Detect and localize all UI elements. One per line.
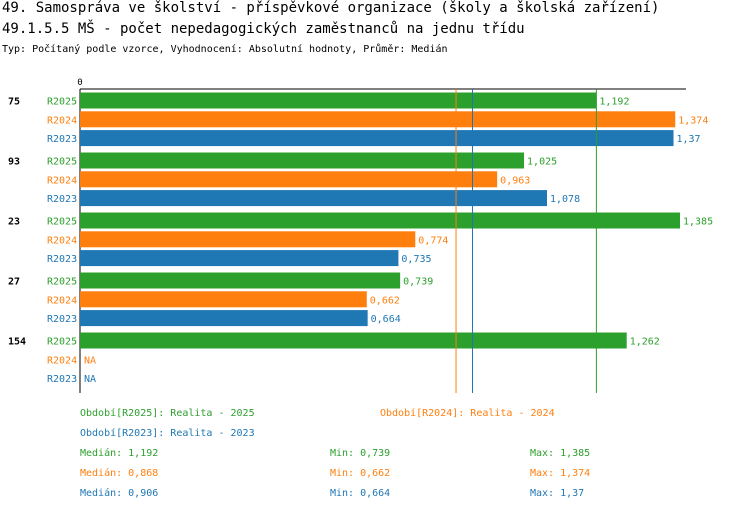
data-label: 1,192 <box>599 97 629 108</box>
stat-min-r2023: Min: 0,664 <box>330 488 391 499</box>
series-label: R2024 <box>47 115 77 126</box>
bar <box>80 130 674 147</box>
tick-label-zero: 0 <box>77 78 82 88</box>
stat-min-r2024: Min: 0,662 <box>330 468 391 479</box>
data-label: 0,664 <box>371 314 401 325</box>
data-label: 0,739 <box>403 277 433 288</box>
category-label: 23 <box>8 217 20 228</box>
data-label: 0,735 <box>401 254 431 265</box>
series-label: R2025 <box>47 217 77 228</box>
bar <box>80 111 676 128</box>
stat-median-r2024: Medián: 0,868 <box>80 468 159 479</box>
series-label: R2023 <box>47 254 77 265</box>
bar <box>80 212 680 229</box>
data-label: 1,078 <box>550 194 580 205</box>
series-label: R2023 <box>47 134 77 145</box>
data-label: 0,963 <box>500 175 530 186</box>
bar <box>80 92 597 109</box>
bar <box>80 272 401 289</box>
category-label: 27 <box>8 277 20 288</box>
data-label: NA <box>84 374 96 385</box>
data-label: 1,37 <box>677 134 701 145</box>
stat-max-r2023: Max: 1,37 <box>530 488 585 499</box>
bar-chart: 0 75 R2025 1,192 R2024 1,374 R2023 1,37 93 R2025 1… <box>8 78 713 393</box>
bar <box>80 250 399 267</box>
legend-period-r2023: Období[R2023]: Realita - 2023 <box>80 428 255 439</box>
series-label: R2025 <box>47 157 77 168</box>
series-label: R2025 <box>47 337 77 348</box>
series-label: R2023 <box>47 194 77 205</box>
series-label: R2025 <box>47 97 77 108</box>
bar <box>80 190 548 207</box>
bar <box>80 152 525 169</box>
data-label: 1,385 <box>683 217 713 228</box>
data-label: 1,025 <box>527 157 557 168</box>
stat-max-r2024: Max: 1,374 <box>530 468 591 479</box>
bar <box>80 231 416 248</box>
series-label: R2024 <box>47 175 77 186</box>
series-label: R2025 <box>47 277 77 288</box>
stat-max-r2025: Max: 1,385 <box>530 448 591 459</box>
category-label: 75 <box>8 97 20 108</box>
series-label: R2024 <box>47 295 77 306</box>
series-label: R2023 <box>47 314 77 325</box>
series-label: R2023 <box>47 374 77 385</box>
legend-period-r2025: Období[R2025]: Realita - 2025 <box>80 408 255 419</box>
category-label: 93 <box>8 157 20 168</box>
bar <box>80 291 367 308</box>
legend-period-r2024: Období[R2024]: Realita - 2024 <box>380 408 555 419</box>
data-label: 1,374 <box>678 115 708 126</box>
bar <box>80 332 627 349</box>
chart-subtitle: 49.1.5.5 MŠ - počet nepedagogických zamě… <box>2 21 525 37</box>
bar <box>80 171 498 188</box>
stat-median-r2023: Medián: 0,906 <box>80 488 159 499</box>
data-label: NA <box>84 355 96 366</box>
data-label: 1,262 <box>630 337 660 348</box>
category-label: 154 <box>8 337 26 348</box>
data-label: 0,774 <box>418 235 448 246</box>
chart-title: 49. Samospráva ve školství - příspěvkové… <box>2 0 660 16</box>
stat-min-r2025: Min: 0,739 <box>330 448 391 459</box>
chart-meta: Typ: Počítaný podle vzorce, Vyhodnocení:… <box>2 44 448 55</box>
data-label: 0,662 <box>370 295 400 306</box>
series-label: R2024 <box>47 235 77 246</box>
bar <box>80 310 368 327</box>
series-label: R2024 <box>47 355 77 366</box>
stat-median-r2025: Medián: 1,192 <box>80 448 159 459</box>
